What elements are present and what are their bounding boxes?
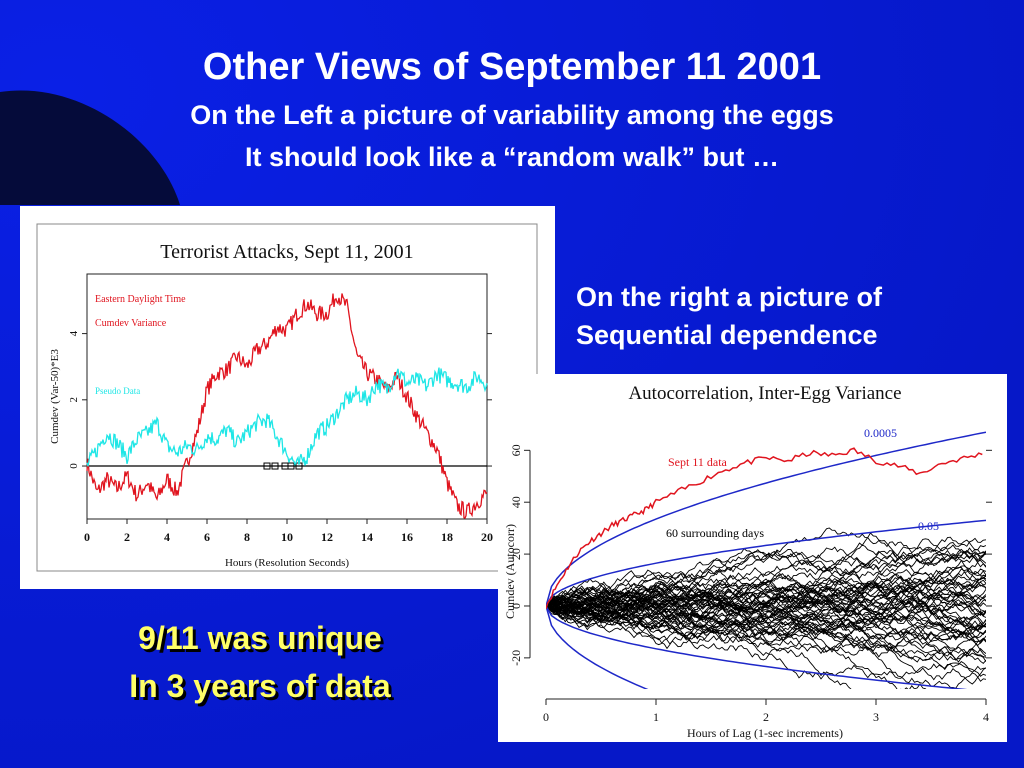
slide-title: Other Views of September 11 2001 [202,46,822,88]
surrounding-day-line [546,582,986,642]
event-marker [263,462,271,470]
surrounding-day-line [546,579,986,631]
x-tick-label: 6 [204,530,210,544]
right-note: On the right a picture of Sequential dep… [576,278,882,354]
y-tick-label: 40 [509,496,523,508]
series-line-pseudo-data [86,367,488,467]
surrounding-day-line [546,568,986,611]
annotation-cumdev-variance: Cumdev Variance [95,318,167,329]
event-marker [287,462,295,470]
surrounding-day-line [546,587,986,661]
surrounding-day-line [546,546,986,607]
surrounding-day-line [546,603,986,665]
x-tick-label: 4 [164,530,170,544]
x-tick-label: 12 [321,530,333,544]
y-tick-label: 0 [509,603,523,609]
unique-line-1: 9/11 was unique [138,620,382,656]
envelope-0-0005-lower [546,605,649,689]
x-axis-label: Hours (Resolution Seconds) [225,557,349,569]
slide-subtitle-2: It should look like a “random walk” but … [244,142,780,172]
surrounding-day-line [546,601,986,657]
surrounding-day-line [546,566,986,625]
surrounding-day-line [546,551,986,607]
surrounding-day-line [546,599,852,689]
y-tick-label: 60 [509,444,523,456]
corner-arc-shape [0,90,180,205]
annotation-60-surrounding-days: 60 surrounding days [666,526,764,540]
left-chart-panel: Terrorist Attacks, Sept 11, 2001 0 2 4 6 8 10 1… [20,206,555,589]
event-marker [271,462,279,470]
y-tick-label: -20 [509,650,523,666]
y-tick-label: 20 [509,548,523,560]
envelope-0-05-upper [546,519,986,607]
chart-title: Terrorist Attacks, Sept 11, 2001 [160,241,413,263]
plot-lines [546,431,986,689]
surrounding-day-line [546,589,986,658]
envelope-0-0005-upper [546,431,986,607]
x-tick-label: 0 [84,530,90,544]
y-axis-label: Cumdev (Var-50)*E3 [49,349,61,444]
x-tick-label: 0 [543,710,549,724]
annotation-0-0005: 0.0005 [864,426,897,440]
annotation-eastern-daylight-time: Eastern Daylight Time [95,294,186,305]
x-tick-label: 8 [244,530,250,544]
surrounding-day-line [546,576,986,616]
plot-area [86,273,488,520]
surrounding-day-line [546,574,986,638]
surrounding-day-line [546,532,986,609]
surrounding-day-line [546,605,986,645]
envelope-0-05-lower [546,605,968,689]
surrounding-day-line [546,544,986,615]
right-chart-panel: Autocorrelation, Inter-Egg Variance 0 1 2 3 4… [498,374,1007,742]
x-tick-label: 3 [873,710,879,724]
annotation-pseudo-data: Pseudo Data [95,386,140,396]
x-axis-label: Hours of Lag (1-sec increments) [687,726,843,740]
x-tick-label: 16 [401,530,413,544]
x-tick-label: 2 [763,710,769,724]
x-tick-label: 14 [361,530,373,544]
surrounding-day-line [546,577,986,611]
series-line-cumdev-variance [86,293,488,519]
terrorist-attacks-chart: Terrorist Attacks, Sept 11, 2001 0 2 4 6 8 10 1… [36,223,538,572]
x-tick-label: 20 [481,530,493,544]
y-tick-label: 2 [68,397,80,403]
slide-subtitle-1: On the Left a picture of variability amo… [190,100,834,130]
right-note-line-1: On the right a picture of [576,282,883,312]
unique-line-2: In 3 years of data [129,668,391,704]
y-tick-label: 4 [68,330,80,336]
right-note-line-2: Sequential dependence [576,320,878,350]
autocorrelation-chart: Autocorrelation, Inter-Egg Variance 0 1 2 3 4… [503,383,992,740]
surrounding-day-line [546,605,927,689]
surrounding-day-line [546,580,986,620]
x-tick-label: 18 [441,530,453,544]
chart-title: Autocorrelation, Inter-Egg Variance [628,383,901,404]
series-line-sept-11 [546,447,983,610]
x-tick-label: 4 [983,710,989,724]
y-tick-label: 0 [68,463,80,469]
annotation-0-05: 0.05 [918,519,939,533]
surrounding-day-line [546,548,986,613]
x-tick-label: 10 [281,530,293,544]
annotation-sept-11-data: Sept 11 data [668,455,728,469]
x-tick-label: 1 [653,710,659,724]
x-tick-label: 2 [124,530,130,544]
surrounding-day-line [546,589,986,627]
y-axis-label: Cumdev (Autocorr) [503,524,517,619]
